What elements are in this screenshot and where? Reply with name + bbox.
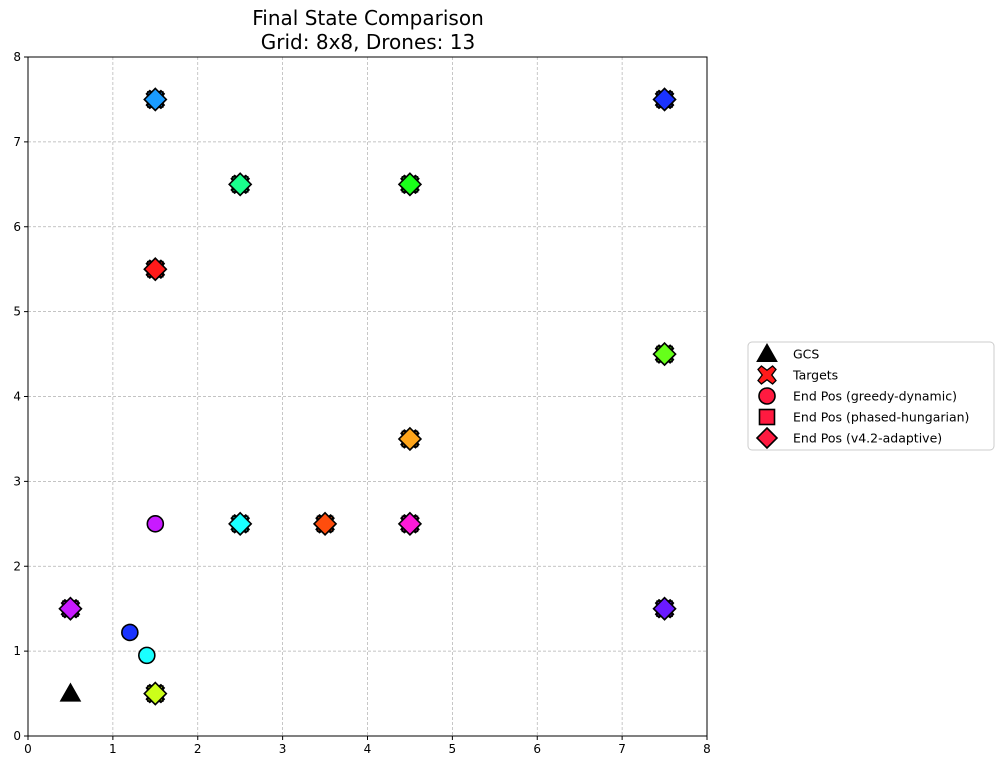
legend-triangle-swatch [756, 342, 778, 362]
adaptive-end-marker [312, 511, 338, 536]
y-tick-label: 0 [13, 729, 21, 743]
x-tick-label: 8 [703, 742, 711, 756]
adaptive-end-marker [58, 596, 83, 621]
adaptive-end-marker [228, 511, 253, 536]
greedy-end-marker [121, 623, 139, 642]
y-tick-label: 2 [13, 559, 21, 573]
legend-diamond-swatch [755, 426, 779, 450]
legend-square-swatch [758, 408, 776, 426]
x-tick-label: 2 [194, 742, 202, 756]
x-tick-label: 4 [364, 742, 372, 756]
x-tick-label: 0 [24, 742, 32, 756]
plot-marks [58, 87, 677, 706]
axis-ticks: 0 1 2 3 4 5 6 7 8 0 1 2 3 4 5 6 7 8 [13, 50, 710, 756]
y-tick-label: 3 [13, 474, 21, 488]
adaptive-end-marker [652, 341, 677, 367]
adaptive-end-marker [143, 87, 168, 112]
legend-label: GCS [793, 347, 819, 362]
legend-label: End Pos (v4.2-adaptive) [793, 431, 942, 446]
legend-label: End Pos (phased-hungarian) [793, 410, 969, 425]
y-tick-label: 1 [13, 644, 21, 658]
adaptive-end-marker [652, 596, 677, 621]
adaptive-end-marker [228, 172, 253, 197]
gcs-marker [59, 682, 82, 702]
greedy-end-marker [146, 515, 165, 533]
adaptive-end-marker [397, 426, 423, 452]
legend-label: End Pos (greedy-dynamic) [793, 389, 957, 404]
x-tick-label: 1 [109, 742, 117, 756]
x-tick-label: 6 [533, 742, 541, 756]
y-tick-label: 4 [13, 390, 21, 404]
adaptive-end-marker [652, 87, 677, 112]
x-tick-label: 3 [279, 742, 287, 756]
y-tick-label: 8 [13, 50, 21, 64]
legend-x-swatch [757, 365, 777, 385]
greedy-end-marker [138, 646, 156, 665]
legend: GCS Targets End Pos (greedy-dynamic) End Po… [747, 341, 995, 451]
legend-label: Targets [792, 368, 838, 383]
adaptive-end-marker [143, 257, 168, 282]
adaptive-end-marker [397, 172, 423, 197]
chart-subtitle: Grid: 8x8, Drones: 13 [261, 30, 475, 54]
chart-title: Final State Comparison [252, 6, 484, 30]
adaptive-end-marker [397, 511, 423, 536]
x-tick-label: 5 [449, 742, 457, 756]
legend-circle-swatch [758, 387, 776, 405]
x-tick-label: 7 [618, 742, 626, 756]
y-tick-label: 7 [13, 135, 21, 149]
legend-box [747, 341, 995, 451]
adaptive-end-marker [143, 681, 168, 706]
y-tick-label: 6 [13, 220, 21, 234]
y-tick-label: 5 [13, 305, 21, 319]
